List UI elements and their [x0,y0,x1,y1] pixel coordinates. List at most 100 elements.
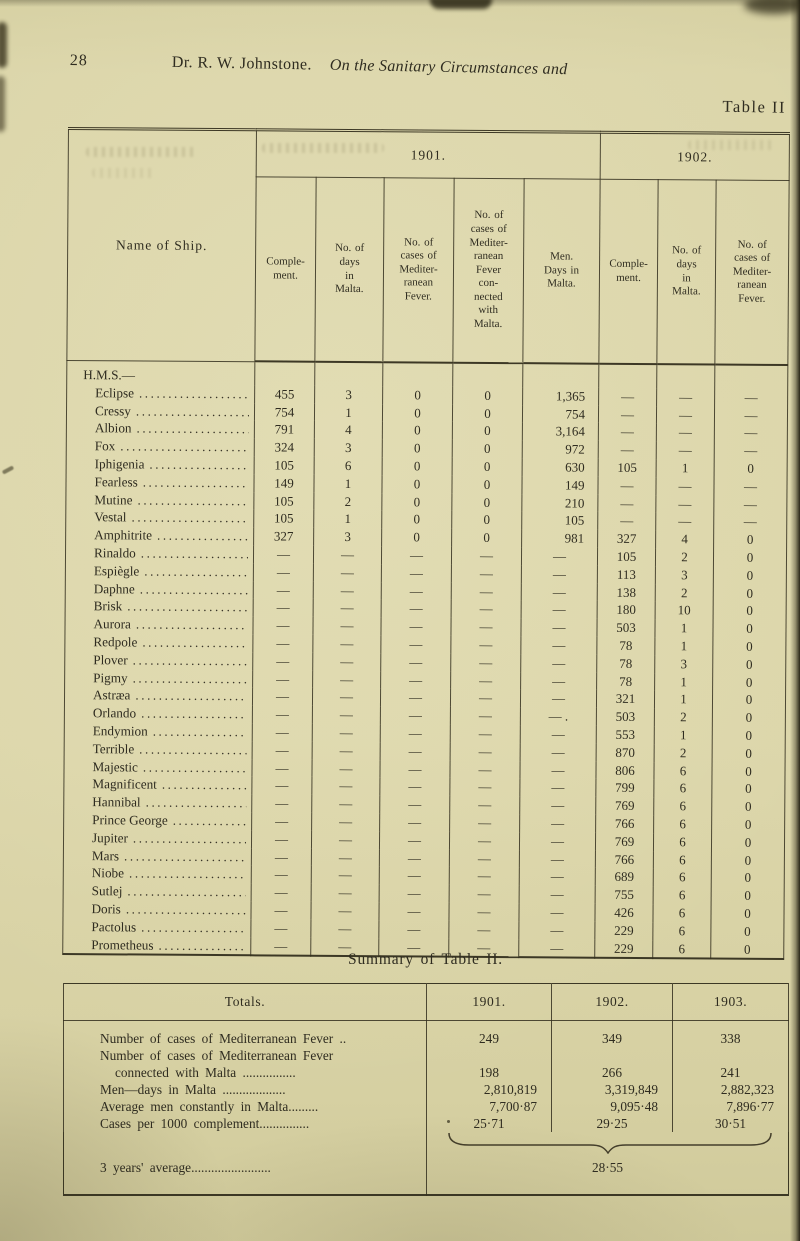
ship-value-cell: — [311,848,380,867]
bleed-through-ghost [688,140,774,150]
ship-name: Pigmy [93,669,128,685]
ship-value-cell: 0 [382,421,453,440]
ship-value-cell: — [379,866,450,885]
ship-value-cell: 2 [655,548,714,567]
ship-value-cell: 327 [253,527,314,546]
ship-name: Redpole [93,634,138,650]
ship-value-cell: 2 [313,492,382,511]
ship-value-cell: — [598,387,657,406]
summary-value-cell: 198 [426,1047,552,1081]
ship-value-cell: — [520,689,597,708]
leader-dots: ........................................… [127,598,248,617]
ship-value-cell: 138 [597,583,656,602]
leader-dots: ........................................… [172,812,247,830]
ship-value-cell: 766 [595,814,654,833]
ship-value-cell: 2 [654,708,713,727]
ship-value-cell: — [253,580,314,600]
ship-value-cell: — [449,760,521,779]
summary-row-label: Number of cases of Mediterranean Fever co… [63,1047,427,1081]
ship-name-cell: Amphitrite..............................… [65,526,254,546]
ship-value-cell: — [520,725,597,744]
summary-value-cell: 9,095·48 [551,1098,673,1115]
summary-value-cell: 2,810,819 [426,1081,552,1098]
ship-value-cell: — [380,635,451,654]
ship-value-cell: — [312,616,382,636]
ship-value-cell: 10 [655,601,714,620]
summary-value-cell: 266 [551,1047,673,1081]
ship-value-cell: 105 [598,458,657,477]
ship-value-cell: — [597,512,656,531]
ship-value-cell: — [448,920,519,939]
leader-dots: ........................................… [139,741,247,759]
summary-row-label: Average men constantly in Malta......... [63,1098,427,1115]
header-1902-cases-fever: No. of cases of Mediter- ranean Fever. [714,180,790,366]
header-year-1901: 1901. [256,129,601,180]
ship-value-cell: — [381,563,452,583]
leader-dots: ........................................… [120,438,249,456]
ship-value-cell: 321 [596,690,655,709]
ship-value-cell: — [380,688,451,707]
bleed-through-ghost [86,147,198,157]
leader-dots: ........................................… [135,687,248,706]
ship-value-cell: — [519,760,597,780]
ship-value-cell: — [519,831,596,851]
ship-value-cell [254,361,315,386]
ship-name-cell: Albion..................................… [66,419,255,439]
leader-dots: ........................................… [149,456,249,474]
leader-dots: ........................................… [161,776,247,795]
ship-value-cell: 791 [254,420,315,439]
ship-value-cell: 78 [596,672,655,691]
ship-value-cell: — [380,724,451,743]
ship-name-cell: Vestal..................................… [65,508,254,528]
ship-value-cell: 0 [381,492,452,512]
ship-value-cell: — [311,830,380,849]
ship-name-cell: H.M.S.— [66,359,255,386]
ship-value-cell: 6 [653,779,713,798]
ship-value-cell: — [451,582,522,601]
ship-value-cell: 0 [452,439,523,459]
ship-value-cell: — [311,812,380,831]
ship-value-cell: 324 [254,438,315,457]
header-1901-complement: Comple- ment. [254,176,317,362]
ship-value-cell: — [378,919,449,939]
ship-name: Mars [91,847,120,863]
ship-name: Iphigenia [94,456,145,472]
ship-value-cell: 0 [452,386,523,405]
ship-name-cell: Majestic................................… [63,757,253,777]
ship-value-cell [656,364,715,389]
ship-name-cell: Rinaldo.................................… [65,543,254,564]
summary-header-totals: Totals. [63,983,427,1021]
scan-left-edge-mark [0,76,5,132]
ship-value-cell: — [312,705,381,725]
ship-value-cell: 0 [712,637,786,656]
scan-page-edge-shadow [790,0,800,1241]
ship-value-cell: — [252,616,314,635]
ship-value-cell: 630 [522,458,599,477]
ship-value-cell: 6 [653,868,712,887]
ship-value-cell: 2 [654,743,713,763]
average-brace [427,1132,788,1154]
ship-value-cell: 3 [313,527,382,547]
ship-value-cell: — [598,440,657,460]
ship-value-cell: 6 [653,904,712,923]
ship-value-cell: — [379,884,450,903]
scan-top-shadow [0,0,800,7]
ship-value-cell: — [520,653,597,673]
ship-value-cell: 0 [712,762,786,781]
ship-name: Daphne [93,580,135,597]
ship-value-cell: 0 [713,548,787,567]
ship-name-cell: Eclipse.................................… [66,383,255,403]
ship-name: Mutine [94,491,133,508]
ship-value-cell: 870 [596,743,655,762]
ship-value-cell: — [311,777,380,796]
scan-ink-smudge [430,0,492,9]
header-1901-men-days: Men. Days in Malta. [522,178,601,364]
leader-dots: ........................................… [125,901,246,919]
ship-value-cell: — [252,687,313,706]
ship-value-cell: — [251,794,312,813]
ship-name: Espiègle [93,562,140,579]
ship-value-cell: — [597,494,656,513]
summary-tbody: Number of cases of Mediterranean Fever .… [63,1020,789,1132]
ship-value-cell: — [251,847,312,867]
